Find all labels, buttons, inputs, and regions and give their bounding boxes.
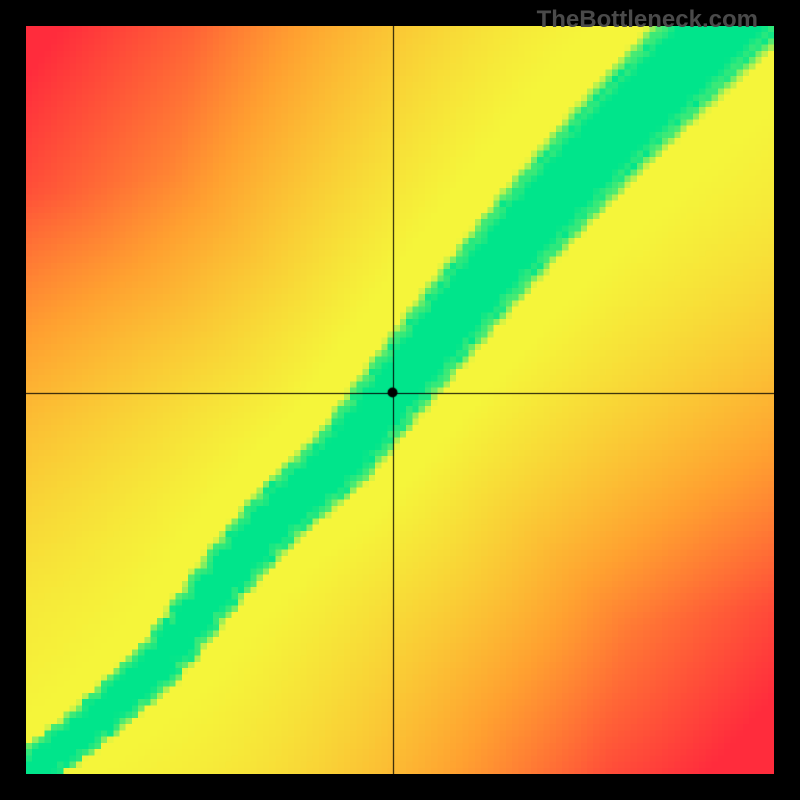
chart-container: TheBottleneck.com [0,0,800,800]
crosshair-overlay [26,26,774,774]
